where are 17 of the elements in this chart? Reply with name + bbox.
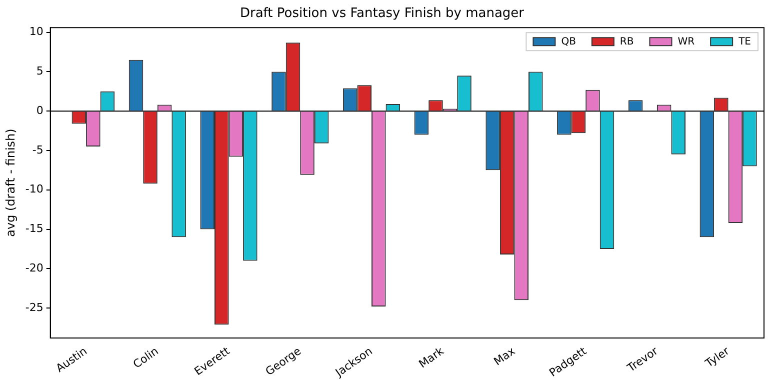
- y-tick-label: -25: [25, 300, 44, 314]
- chart-title: Draft Position vs Fantasy Finish by manager: [240, 6, 525, 22]
- y-tick-label: 5: [36, 64, 44, 78]
- legend-label: WR: [678, 36, 695, 48]
- legend-label: TE: [738, 36, 752, 48]
- y-tick-label: -15: [25, 222, 44, 236]
- y-tick-label: -10: [25, 182, 44, 196]
- x-tick-label: Max: [491, 344, 518, 368]
- y-tick-label: -20: [25, 262, 44, 274]
- y-tick-label: 0: [36, 104, 44, 117]
- y-axis-title: avg (draft - finish): [3, 128, 18, 237]
- x-tick-label: Tyler: [702, 344, 732, 371]
- x-tick-label: Colin: [130, 344, 161, 371]
- legend-label: RB: [620, 36, 634, 48]
- y-tick-label: 10: [29, 25, 44, 38]
- legend-label: QB: [561, 36, 576, 48]
- y-tick-label: -5: [32, 143, 44, 156]
